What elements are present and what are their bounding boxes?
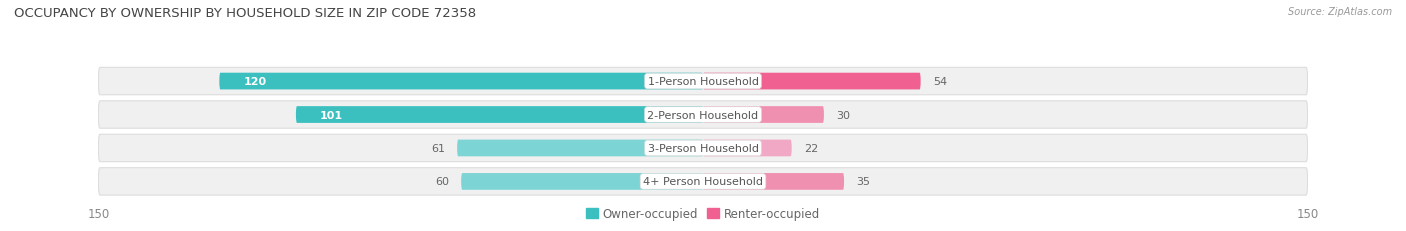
Text: 60: 60 [434, 177, 449, 187]
FancyBboxPatch shape [703, 107, 824, 123]
FancyBboxPatch shape [457, 140, 703, 157]
FancyBboxPatch shape [461, 173, 703, 190]
Text: 120: 120 [243, 77, 267, 87]
Text: 30: 30 [837, 110, 851, 120]
Legend: Owner-occupied, Renter-occupied: Owner-occupied, Renter-occupied [581, 203, 825, 225]
Text: 2-Person Household: 2-Person Household [647, 110, 759, 120]
Text: 3-Person Household: 3-Person Household [648, 143, 758, 153]
FancyBboxPatch shape [98, 168, 1308, 195]
FancyBboxPatch shape [703, 73, 921, 90]
FancyBboxPatch shape [703, 140, 792, 157]
Text: Source: ZipAtlas.com: Source: ZipAtlas.com [1288, 7, 1392, 17]
FancyBboxPatch shape [295, 107, 703, 123]
Text: 22: 22 [804, 143, 818, 153]
Text: 54: 54 [932, 77, 946, 87]
Text: 101: 101 [321, 110, 343, 120]
Text: OCCUPANCY BY OWNERSHIP BY HOUSEHOLD SIZE IN ZIP CODE 72358: OCCUPANCY BY OWNERSHIP BY HOUSEHOLD SIZE… [14, 7, 477, 20]
Text: 61: 61 [432, 143, 446, 153]
Text: 4+ Person Household: 4+ Person Household [643, 177, 763, 187]
FancyBboxPatch shape [98, 135, 1308, 162]
FancyBboxPatch shape [703, 173, 844, 190]
Text: 35: 35 [856, 177, 870, 187]
FancyBboxPatch shape [98, 101, 1308, 129]
FancyBboxPatch shape [98, 68, 1308, 95]
FancyBboxPatch shape [219, 73, 703, 90]
Text: 1-Person Household: 1-Person Household [648, 77, 758, 87]
